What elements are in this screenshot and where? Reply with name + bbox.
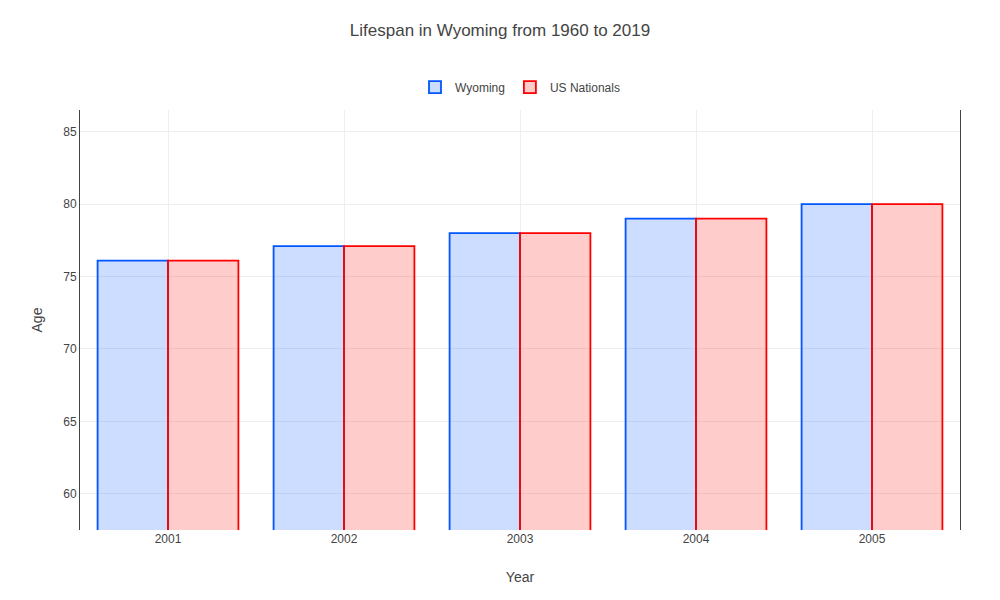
svg-text:2005: 2005 — [859, 532, 886, 546]
svg-text:80: 80 — [63, 197, 77, 211]
svg-text:60: 60 — [63, 487, 77, 501]
svg-text:2003: 2003 — [507, 532, 534, 546]
svg-text:US Nationals: US Nationals — [550, 81, 620, 95]
svg-text:Lifespan in Wyoming from 1960: Lifespan in Wyoming from 1960 to 2019 — [350, 21, 650, 40]
svg-text:75: 75 — [63, 270, 77, 284]
svg-text:65: 65 — [63, 415, 77, 429]
svg-text:2001: 2001 — [155, 532, 182, 546]
svg-text:70: 70 — [63, 342, 77, 356]
svg-text:Year: Year — [506, 569, 535, 585]
svg-text:2004: 2004 — [683, 532, 710, 546]
svg-text:2002: 2002 — [331, 532, 358, 546]
svg-text:Age: Age — [29, 307, 45, 332]
svg-text:Wyoming: Wyoming — [455, 81, 505, 95]
svg-text:85: 85 — [63, 125, 77, 139]
